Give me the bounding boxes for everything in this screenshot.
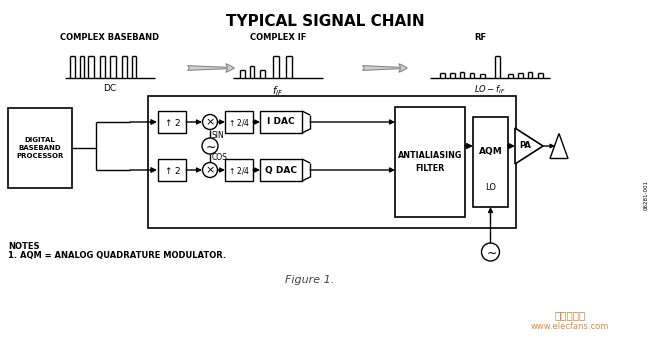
Text: 06281-001: 06281-001	[643, 180, 648, 210]
Text: $\uparrow$2/4: $\uparrow$2/4	[227, 117, 251, 127]
Bar	[395, 107, 465, 217]
Text: NOTES: NOTES	[8, 242, 40, 251]
Text: $\sim$: $\sim$	[484, 246, 497, 258]
Bar	[225, 159, 253, 181]
Text: Figure 1.: Figure 1.	[285, 275, 335, 285]
Text: SIN: SIN	[212, 130, 225, 139]
Bar	[158, 159, 186, 181]
Polygon shape	[515, 128, 543, 164]
Bar	[260, 159, 302, 181]
Text: $\sim$: $\sim$	[203, 139, 217, 153]
Text: COMPLEX BASEBAND: COMPLEX BASEBAND	[61, 33, 159, 42]
Text: $f_{IF}$: $f_{IF}$	[272, 84, 284, 98]
Circle shape	[202, 138, 218, 154]
Circle shape	[202, 163, 217, 177]
Text: $\uparrow$2/4: $\uparrow$2/4	[227, 164, 251, 175]
Text: ANTIALIASING
FILTER: ANTIALIASING FILTER	[398, 151, 462, 173]
Text: TYPICAL SIGNAL CHAIN: TYPICAL SIGNAL CHAIN	[226, 14, 424, 29]
Bar	[225, 111, 253, 133]
Text: $\uparrow$2: $\uparrow$2	[163, 164, 181, 175]
Text: $\times$: $\times$	[205, 165, 215, 175]
Text: I DAC: I DAC	[267, 118, 295, 127]
Text: DC: DC	[104, 84, 117, 93]
Circle shape	[482, 243, 499, 261]
Text: RF: RF	[474, 33, 486, 42]
Bar	[473, 117, 508, 207]
Text: 1. AQM = ANALOG QUADRATURE MODULATOR.: 1. AQM = ANALOG QUADRATURE MODULATOR.	[8, 251, 226, 260]
Text: AQM: AQM	[478, 147, 503, 156]
Text: $LO - f_{IF}$: $LO - f_{IF}$	[474, 84, 506, 97]
Text: www.elecfans.com: www.elecfans.com	[531, 322, 609, 331]
Text: Q DAC: Q DAC	[265, 165, 297, 174]
Polygon shape	[550, 134, 568, 158]
Text: LO: LO	[485, 183, 496, 192]
Text: 电子发烧友: 电子发烧友	[555, 310, 586, 320]
Text: DIGITAL
BASEBAND
PROCESSOR: DIGITAL BASEBAND PROCESSOR	[16, 137, 64, 159]
Text: COMPLEX IF: COMPLEX IF	[250, 33, 306, 42]
Bar	[158, 111, 186, 133]
Bar	[260, 111, 302, 133]
Text: $\times$: $\times$	[205, 117, 215, 127]
Text: COS: COS	[212, 153, 228, 162]
Circle shape	[202, 115, 217, 129]
Bar	[148, 96, 516, 228]
Text: $\uparrow$2: $\uparrow$2	[163, 117, 181, 127]
Text: PA: PA	[519, 142, 531, 151]
Bar	[8, 108, 72, 188]
